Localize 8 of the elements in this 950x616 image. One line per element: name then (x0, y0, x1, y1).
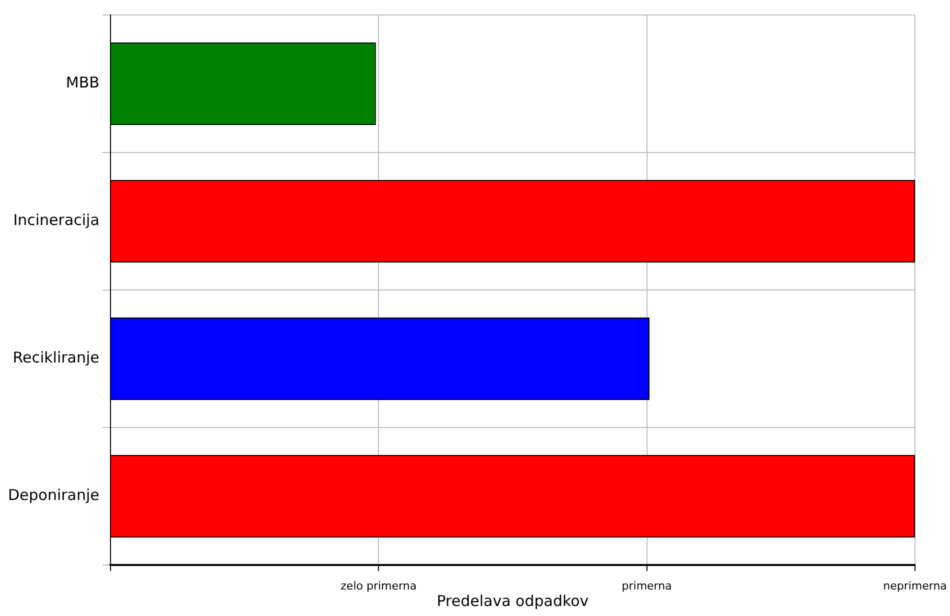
x-axis-title: Predelava odpadkov (436, 592, 589, 610)
text: zelo primerna (340, 579, 417, 592)
y-tick-label: Incineracija (13, 211, 100, 230)
y-tick-label: Deponiranje (8, 486, 100, 504)
text: primerna (622, 579, 672, 592)
y-tick-label: MBB (66, 74, 100, 92)
y-tick-label: Recikliranje (12, 348, 100, 367)
text: neprimerna (883, 579, 947, 592)
